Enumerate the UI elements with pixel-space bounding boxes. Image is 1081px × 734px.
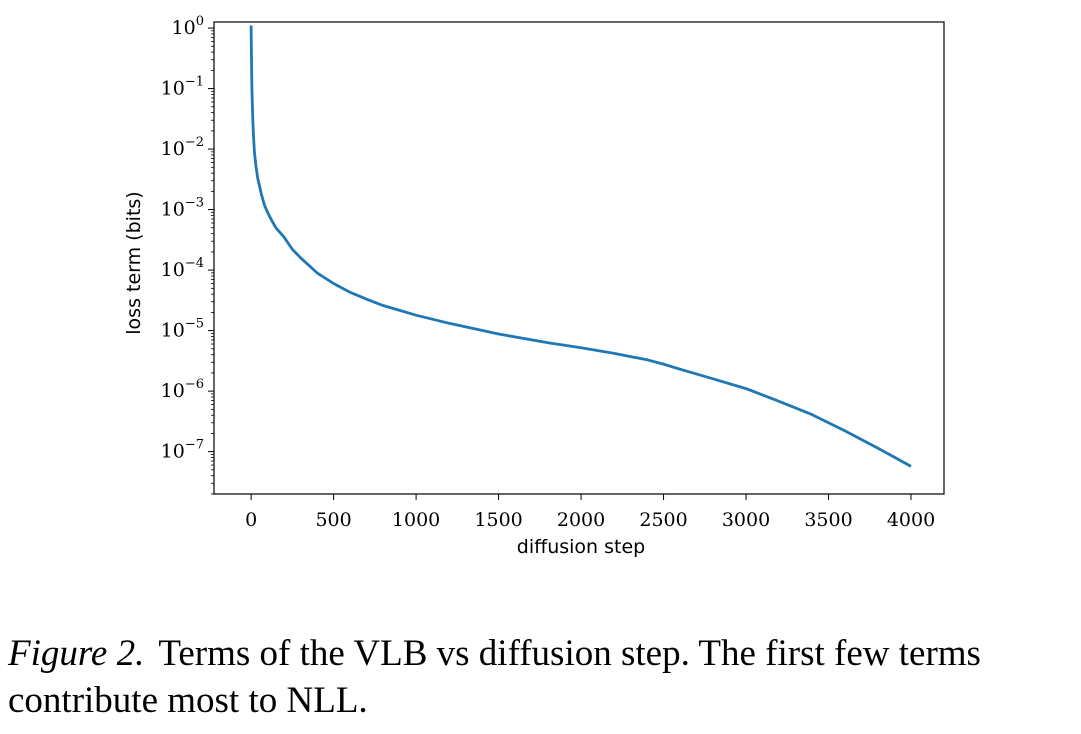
y-axis: 100 10−1 10−2 10−3 10−4 10−5 10−6 10−7 (161, 14, 214, 495)
y-tick-label: 10−4 (161, 256, 204, 281)
x-tick-label: 0 (245, 509, 257, 531)
y-tick-label: 10−6 (161, 377, 204, 402)
y-tick-label: 10−5 (161, 317, 204, 342)
caption-text: Terms of the VLB vs diffusion step. The … (8, 633, 981, 721)
series-line-vlb (249, 25, 912, 468)
plot-area (213, 21, 945, 495)
y-tick-label: 10−3 (161, 196, 204, 221)
figure-label: Figure 2. (8, 633, 145, 674)
x-tick-label: 1500 (474, 509, 522, 531)
x-tick-label: 3500 (804, 509, 852, 531)
series-layer (249, 25, 912, 468)
x-axis-label: diffusion step (517, 536, 645, 558)
x-axis: 0 500 1000 1500 2000 2500 3000 3500 4000 (245, 494, 935, 531)
y-tick-label: 100 (172, 14, 204, 39)
plot-frame (213, 21, 945, 495)
x-tick-label: 3000 (722, 509, 770, 531)
y-axis-label: loss term (bits) (123, 191, 145, 334)
x-tick-label: 1000 (392, 509, 440, 531)
figure-caption: Figure 2. Terms of the VLB vs diffusion s… (8, 630, 1073, 724)
vlb-chart: 0 500 1000 1500 2000 2500 3000 3500 4000 100 10−1… (123, 14, 945, 558)
x-tick-label: 2500 (639, 509, 687, 531)
y-tick-label: 10−2 (161, 135, 204, 160)
x-tick-label: 4000 (887, 509, 935, 531)
y-tick-label: 10−1 (161, 75, 204, 100)
x-tick-label: 500 (315, 509, 351, 531)
x-tick-label: 2000 (557, 509, 605, 531)
y-tick-label: 10−7 (161, 438, 204, 463)
